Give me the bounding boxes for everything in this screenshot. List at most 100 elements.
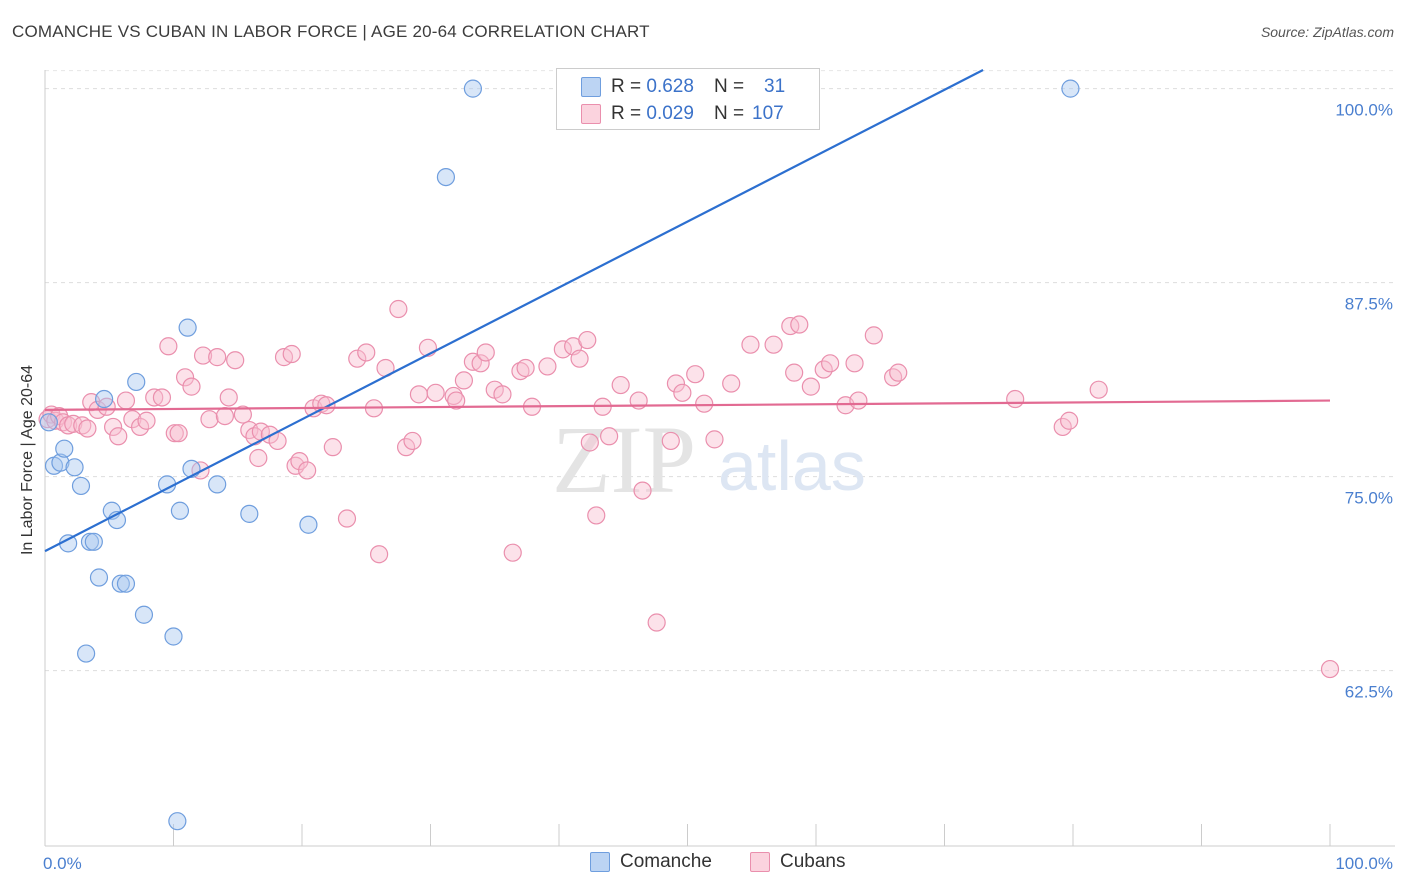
cubans-point bbox=[104, 417, 123, 437]
cubans-point bbox=[409, 385, 429, 404]
comanche-point bbox=[111, 574, 130, 593]
cubans-point bbox=[580, 433, 599, 452]
cubans-point bbox=[722, 374, 741, 393]
cubans-point bbox=[123, 410, 142, 429]
cubans-point bbox=[781, 316, 800, 336]
cubans-point bbox=[1320, 659, 1340, 679]
legend-item-comanche: Comanche bbox=[590, 851, 712, 873]
y-tick-label: 62.5% bbox=[1345, 683, 1393, 702]
cubans-point bbox=[705, 430, 724, 449]
comanche-point bbox=[240, 504, 259, 523]
cubans-point bbox=[553, 340, 572, 359]
comanche-point bbox=[55, 439, 74, 458]
cubans-point bbox=[165, 424, 184, 443]
comanche-point bbox=[51, 453, 70, 472]
cubans-point bbox=[348, 349, 367, 368]
series-legend: Comanche Cubans bbox=[0, 851, 1406, 877]
cubans-point bbox=[447, 391, 466, 410]
x-tick-label-max: 100.0% bbox=[1335, 854, 1393, 873]
comanche-point bbox=[463, 79, 483, 98]
cubans-point bbox=[633, 481, 652, 500]
cubans-point bbox=[476, 343, 495, 362]
cubans-point bbox=[337, 509, 357, 528]
cubans-point bbox=[282, 344, 301, 364]
watermark-zip: ZIP bbox=[552, 406, 696, 513]
comanche-point bbox=[116, 574, 136, 593]
cubans-point bbox=[169, 424, 188, 443]
legend-label: Cubans bbox=[780, 851, 846, 872]
cubans-point bbox=[208, 348, 227, 367]
comanche-point bbox=[127, 372, 146, 392]
x-tick-label-min: 0.0% bbox=[43, 854, 82, 873]
comanche-point bbox=[89, 568, 109, 587]
cubans-point bbox=[611, 375, 630, 395]
cubans-point bbox=[182, 377, 201, 396]
cubans-swatch bbox=[750, 852, 770, 872]
axes bbox=[44, 70, 1395, 847]
tick-labels: 62.5% 75.0% 87.5% 100.0% 0.0% 100.0% bbox=[43, 101, 1393, 873]
cubans-point bbox=[686, 365, 705, 384]
r-label: R = bbox=[611, 103, 642, 124]
cubans-point bbox=[493, 385, 512, 404]
legend-item-cubans: Cubans bbox=[750, 851, 846, 873]
cubans-point bbox=[357, 343, 376, 362]
cubans-point bbox=[233, 405, 252, 424]
cubans-point bbox=[821, 354, 840, 373]
comanche-point bbox=[170, 501, 190, 520]
cubans-point bbox=[587, 506, 606, 525]
comanche-point bbox=[39, 413, 58, 432]
cubans-point bbox=[741, 335, 760, 354]
comanche-point bbox=[71, 476, 91, 496]
cubans-point bbox=[1060, 411, 1079, 430]
gridlines bbox=[45, 70, 1395, 672]
cubans-point bbox=[370, 545, 389, 564]
cubans-point bbox=[152, 388, 172, 407]
cubans-point bbox=[193, 346, 213, 365]
comanche-point bbox=[164, 627, 183, 646]
cubans-point bbox=[389, 299, 408, 319]
cubans-point bbox=[219, 388, 238, 407]
cubans-point bbox=[471, 354, 490, 373]
cubans-point bbox=[403, 431, 422, 451]
cubans-point bbox=[137, 411, 156, 430]
cubans-point bbox=[159, 337, 178, 356]
n-label: N = bbox=[713, 103, 745, 124]
cubans-point bbox=[317, 396, 336, 415]
cubans-point bbox=[73, 416, 92, 435]
cubans-trend-line bbox=[44, 399, 1331, 411]
comanche-point bbox=[84, 532, 103, 551]
cubans-point bbox=[889, 363, 908, 382]
cubans-point bbox=[116, 391, 136, 410]
cubans-point bbox=[578, 330, 597, 350]
comanche-point bbox=[178, 318, 197, 337]
r-value: 0.628 bbox=[646, 76, 694, 97]
comanche-point bbox=[134, 605, 154, 624]
cubans-point bbox=[175, 368, 195, 387]
comanche-point bbox=[299, 515, 318, 534]
cubans-point bbox=[764, 335, 783, 354]
r-label: R = bbox=[611, 76, 642, 97]
cubans-point bbox=[426, 383, 445, 402]
comanche-point bbox=[95, 389, 114, 409]
comanche-swatch bbox=[581, 77, 601, 97]
cubans-point bbox=[226, 351, 245, 370]
comanche-point bbox=[80, 532, 100, 551]
cubans-point bbox=[695, 394, 714, 413]
comanche-point bbox=[77, 644, 96, 663]
cubans-point bbox=[503, 543, 522, 562]
cubans-point bbox=[249, 448, 268, 468]
cubans-point bbox=[570, 349, 589, 368]
cubans-point bbox=[538, 357, 557, 376]
legend-row-comanche: R = 0.628 N = 31 bbox=[581, 74, 785, 100]
comanche-point bbox=[436, 167, 456, 187]
cubans-point bbox=[323, 438, 342, 457]
r-value: 0.029 bbox=[646, 103, 694, 124]
comanche-trend-line bbox=[44, 69, 984, 553]
cubans-point bbox=[801, 377, 820, 396]
n-label: N = bbox=[713, 76, 745, 97]
chart-title: COMANCHE VS CUBAN IN LABOR FORCE | AGE 2… bbox=[12, 22, 650, 41]
cubans-point bbox=[845, 354, 864, 373]
trend-lines bbox=[44, 69, 1331, 553]
cubans-point bbox=[790, 315, 809, 334]
comanche-point bbox=[1061, 79, 1080, 98]
